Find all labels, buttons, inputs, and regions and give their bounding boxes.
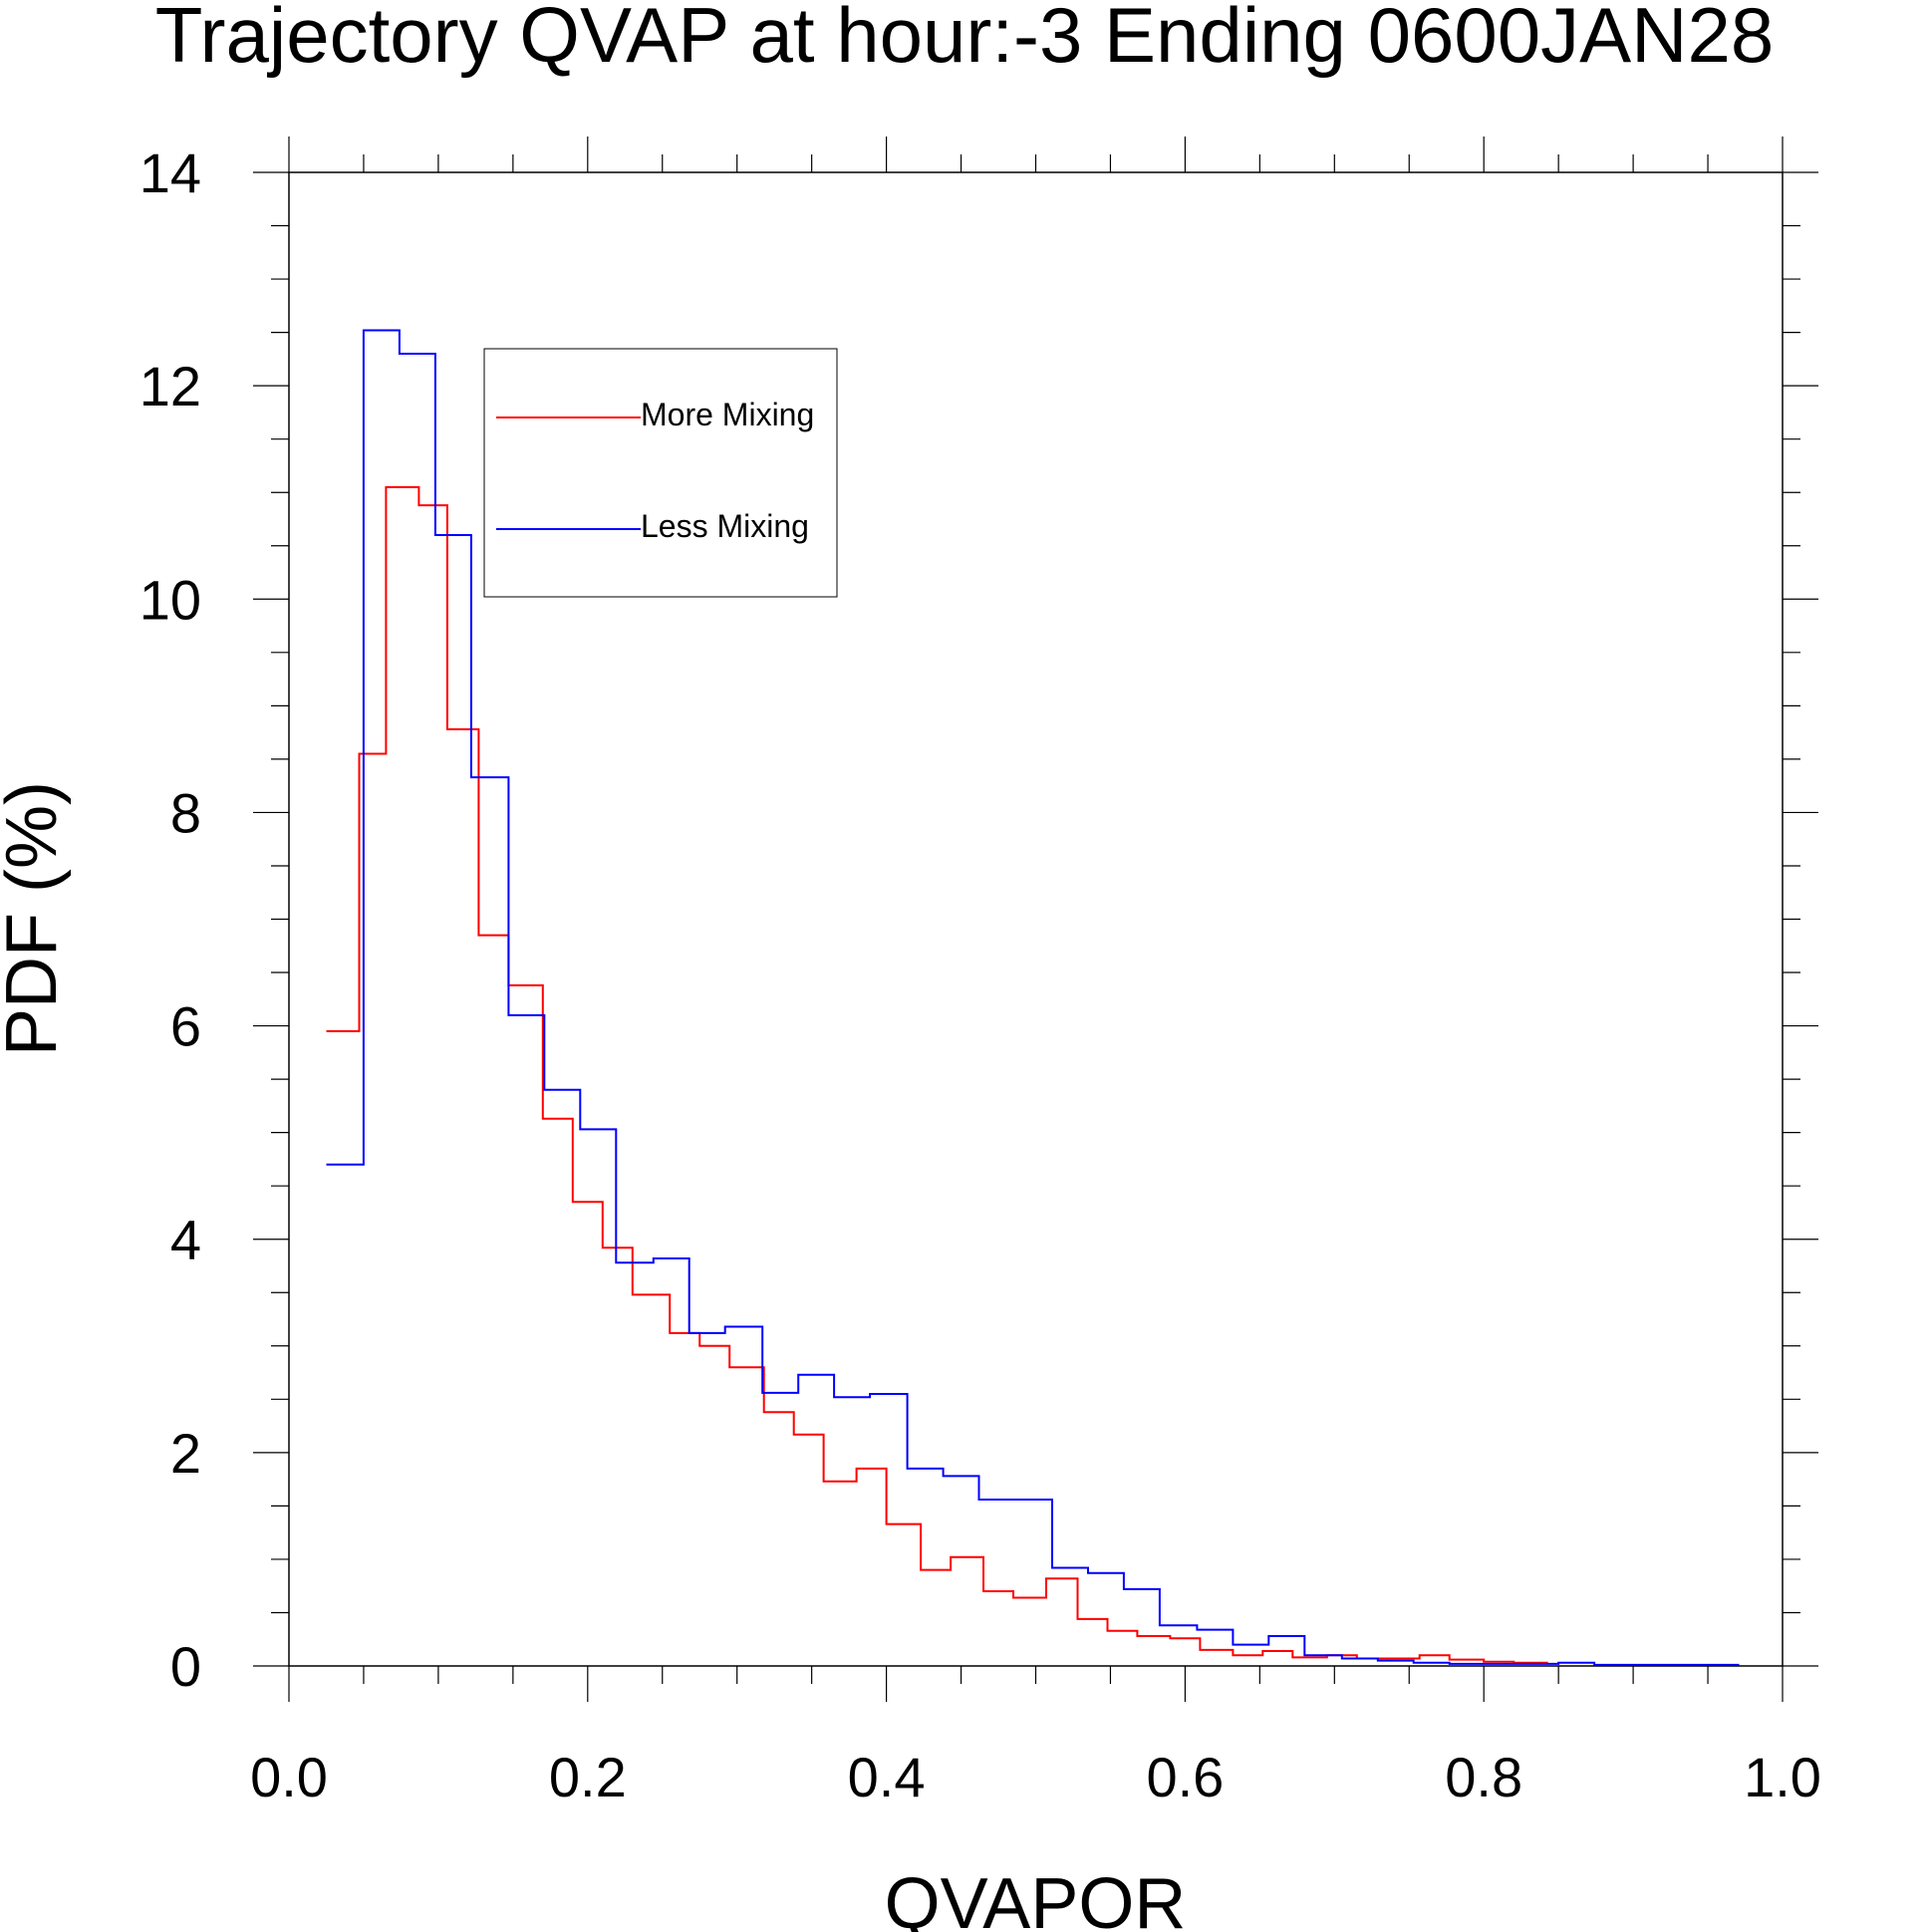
series-line-less-mixing [326,329,1740,1666]
axis-ticks [253,137,1818,1702]
y-tick-label: 14 [139,141,201,204]
y-tick-label: 6 [170,995,201,1058]
x-tick-label: 0.0 [250,1746,328,1808]
y-tick-label: 10 [139,568,201,631]
y-tick-label: 8 [170,781,201,844]
legend-box [483,348,838,598]
series-line-more-mixing [326,485,1548,1664]
legend-label-less-mixing: Less Mixing [641,508,809,544]
legend-label-more-mixing: More Mixing [641,397,814,432]
chart-title: Trajectory QVAP at hour:-3 Ending 0600JA… [155,0,1774,79]
x-tick-label: 0.4 [848,1746,926,1808]
y-tick-label: 0 [170,1635,201,1698]
y-tick-label: 12 [139,355,201,417]
series-layer [326,329,1740,1666]
x-tick-label: 0.2 [549,1746,627,1808]
x-tick-label: 0.8 [1445,1746,1522,1808]
x-tick-label: 0.6 [1146,1746,1224,1808]
y-tick-label: 2 [170,1422,201,1485]
y-axis-label: PDF (%) [0,781,72,1056]
y-tick-label: 4 [170,1209,201,1271]
x-tick-label: 1.0 [1744,1746,1821,1808]
x-axis-label: QVAPOR [885,1864,1187,1932]
legend: More Mixing Less Mixing [483,348,838,598]
axis-tick-labels: 0.0 0.2 0.4 0.6 0.8 1.0 0 2 4 6 8 10 12 14 [139,141,1821,1808]
